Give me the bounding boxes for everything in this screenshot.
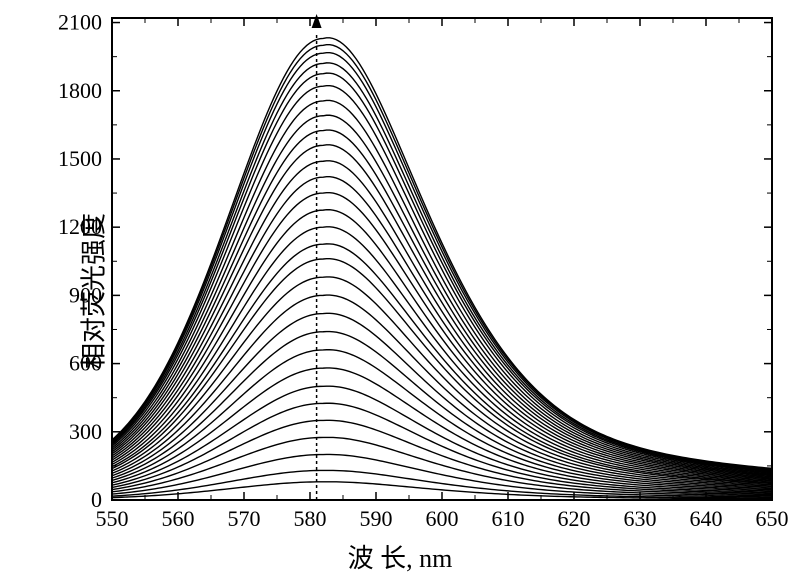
- x-tick-label: 590: [360, 506, 393, 531]
- arrow-head: [312, 14, 322, 28]
- x-tick-label: 580: [294, 506, 327, 531]
- x-tick-label: 650: [756, 506, 789, 531]
- y-tick-label: 300: [69, 419, 102, 444]
- x-tick-label: 610: [492, 506, 525, 531]
- y-tick-label: 0: [91, 487, 102, 512]
- spectrum-curve: [112, 277, 772, 485]
- x-axis-label: 波 长, nm: [348, 538, 453, 575]
- chart-svg: 5505605705805906006106206306406500300600…: [0, 0, 800, 581]
- x-tick-label: 570: [228, 506, 261, 531]
- x-tick-label: 560: [162, 506, 195, 531]
- x-tick-label: 600: [426, 506, 459, 531]
- y-tick-label: 1500: [58, 146, 102, 171]
- spectra-group: [112, 33, 772, 500]
- y-tick-label: 1800: [58, 78, 102, 103]
- x-tick-label: 620: [558, 506, 591, 531]
- x-tick-label: 630: [624, 506, 657, 531]
- y-axis-label: 相对荧光强度: [74, 212, 111, 368]
- x-tick-label: 640: [690, 506, 723, 531]
- fluorescence-spectra-chart: 相对荧光强度 波 长, nm 5505605705805906006106206…: [0, 0, 800, 581]
- y-tick-label: 2100: [58, 10, 102, 35]
